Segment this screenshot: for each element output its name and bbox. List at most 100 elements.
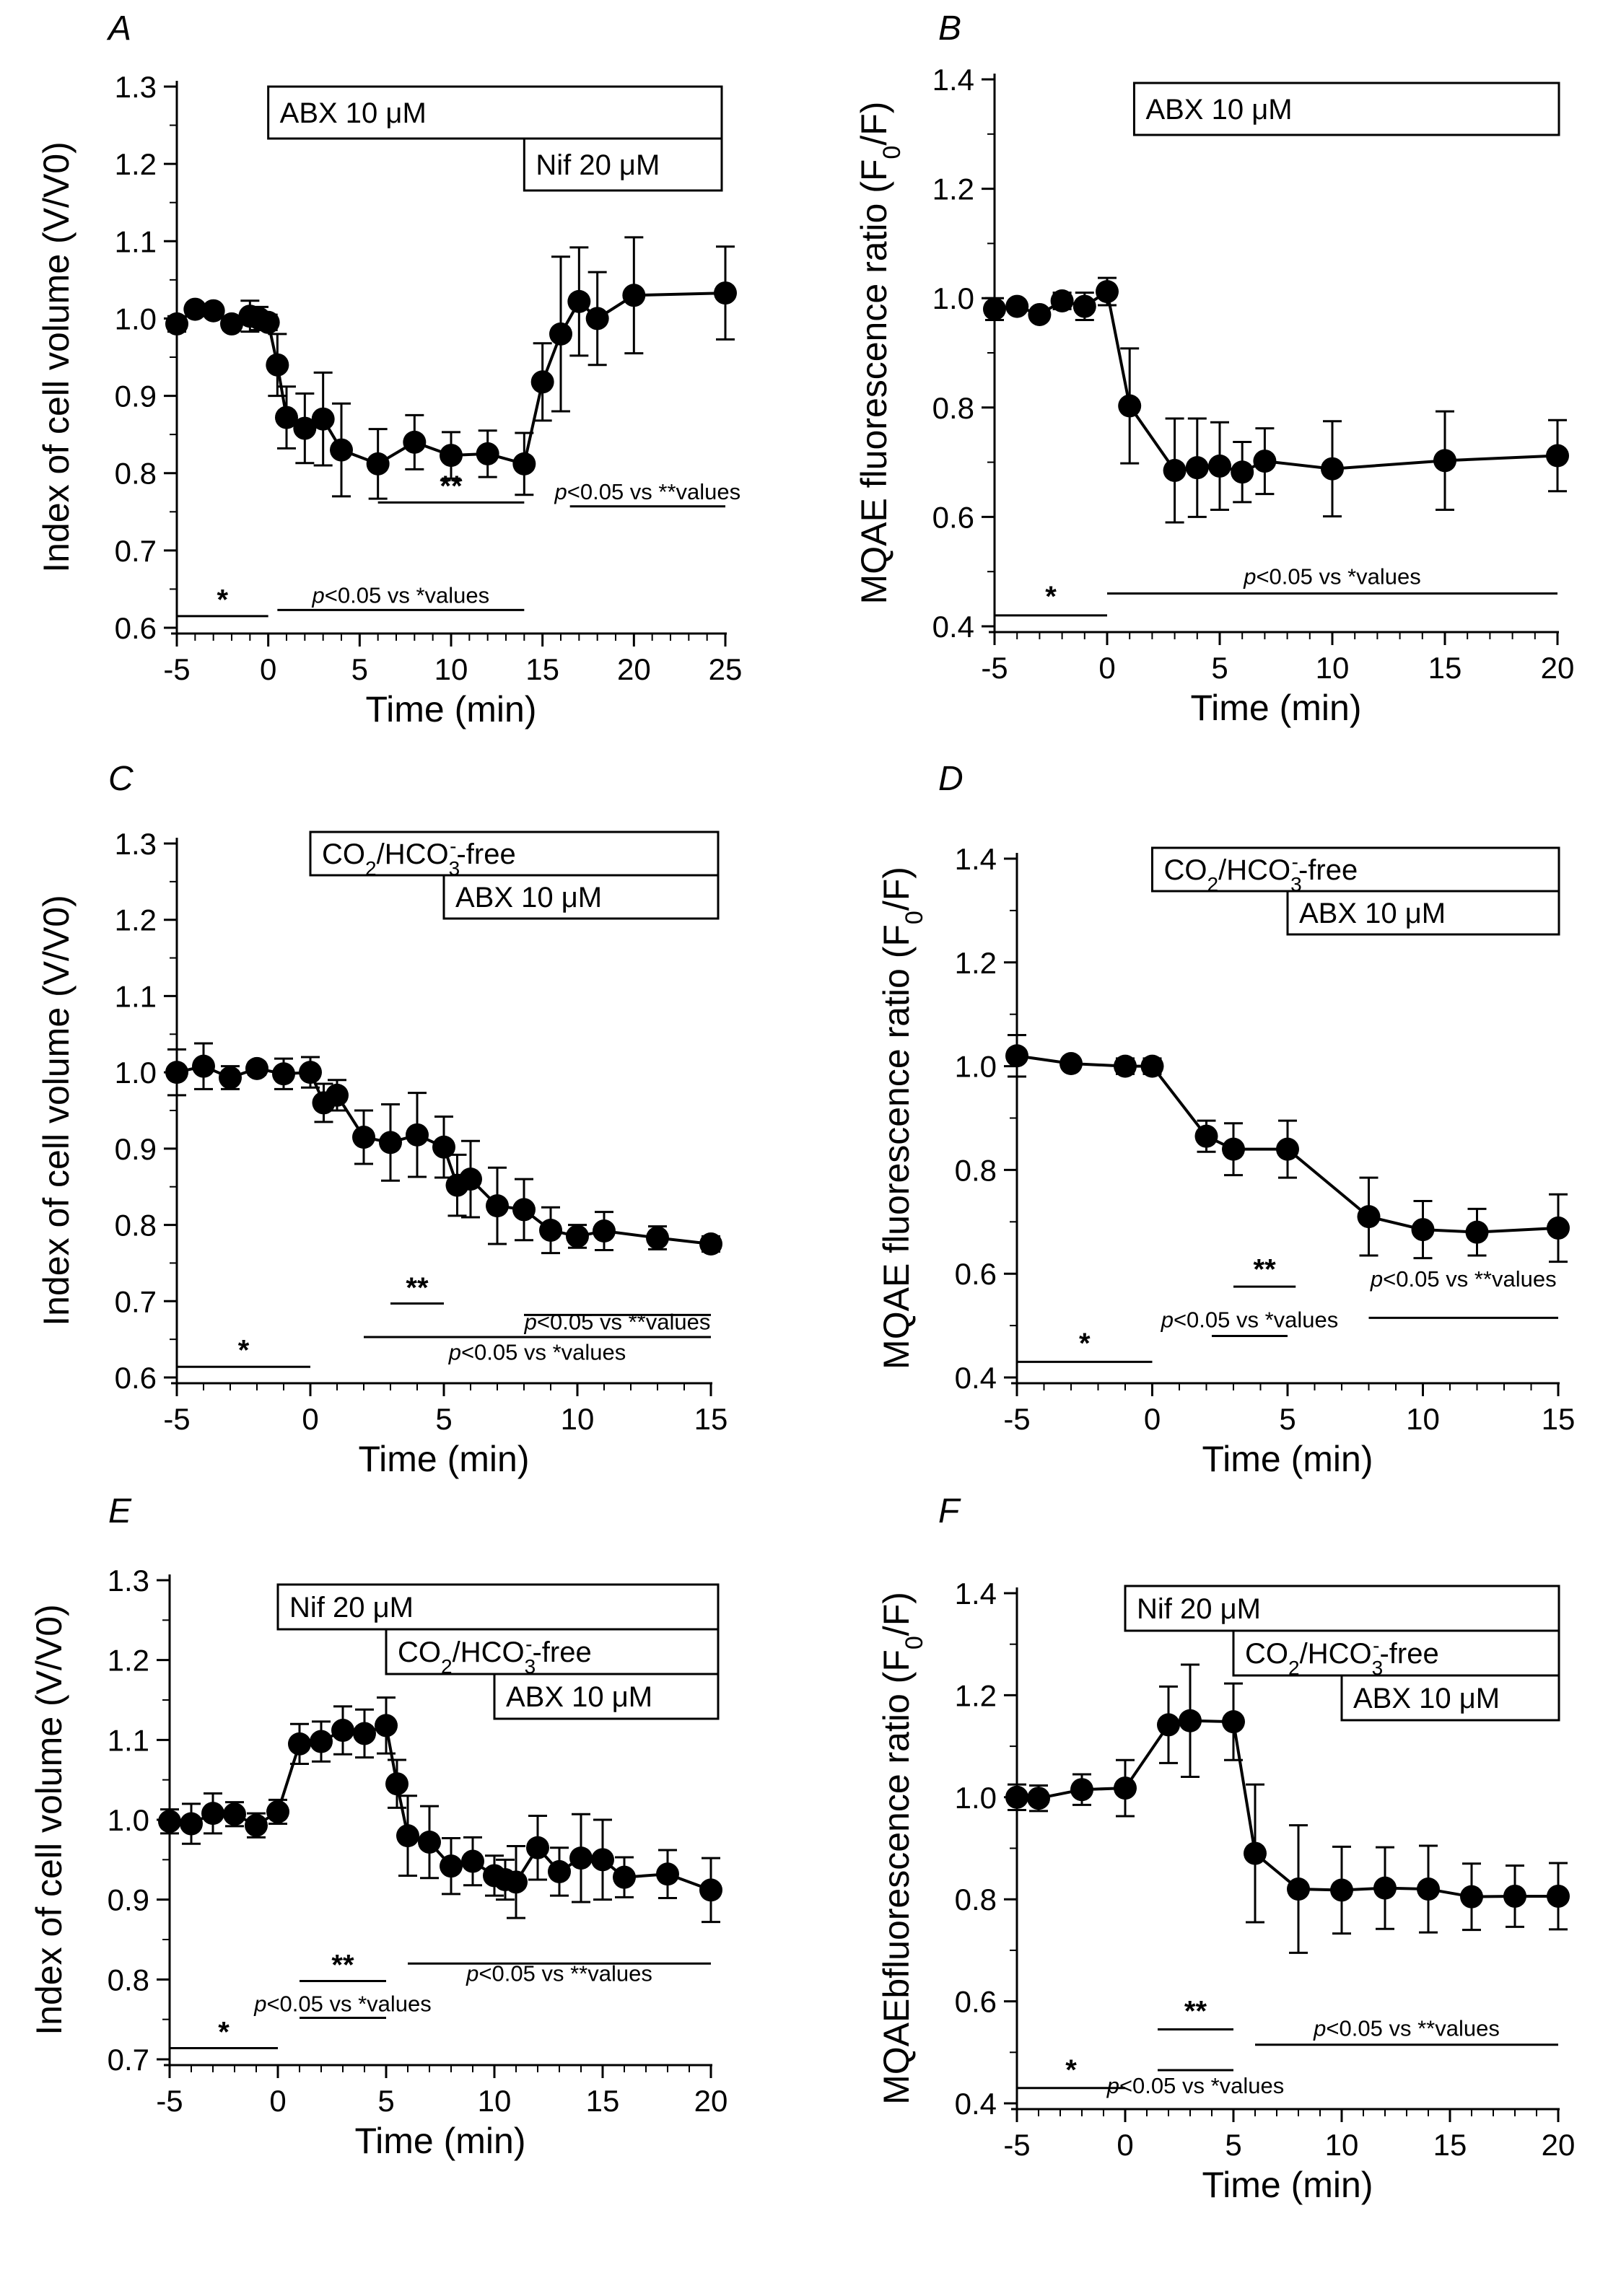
data-point: [192, 1054, 215, 1078]
treatment-label: CO2/HCO3--free: [398, 1633, 592, 1678]
y-tick-label: 1.0: [115, 302, 157, 336]
data-point: [476, 442, 499, 465]
x-axis-label: Time (min): [354, 2121, 525, 2161]
x-tick-label: -5: [1003, 2128, 1030, 2162]
treatment-label: CO2/HCO3--free: [322, 835, 516, 880]
y-tick-label: 1.3: [115, 70, 157, 104]
data-point: [530, 370, 554, 394]
significance-label: p<0.05 vs *values: [312, 583, 490, 608]
y-tick-label: 1.2: [932, 172, 974, 206]
x-tick-label: 15: [1542, 1402, 1576, 1436]
data-point: [396, 1824, 419, 1848]
data-point: [567, 289, 591, 313]
x-tick-label: -5: [163, 1402, 190, 1436]
data-point: [526, 1836, 549, 1859]
y-tick-label: 1.2: [115, 147, 157, 181]
data-point: [459, 1167, 482, 1191]
treatment-label: Nif 20 μM: [1137, 1593, 1261, 1625]
significance-label: p<0.05 vs **values: [554, 479, 741, 504]
y-tick-label: 0.9: [108, 1883, 149, 1917]
treatment-label: ABX 10 μM: [1299, 898, 1446, 929]
data-point: [699, 1232, 722, 1256]
y-tick-label: 1.4: [932, 63, 974, 97]
data-point: [288, 1732, 311, 1756]
series-line: [1016, 1719, 1558, 1898]
y-tick-label: 0.8: [115, 1209, 157, 1243]
x-tick-label: 0: [1144, 1402, 1161, 1436]
significance-label: p<0.05 vs *values: [253, 1992, 432, 2017]
data-point: [461, 1849, 484, 1873]
data-point: [593, 1219, 616, 1243]
data-point: [1096, 280, 1119, 304]
y-tick-label: 1.0: [932, 281, 974, 315]
y-tick-label: 1.2: [955, 946, 997, 980]
data-point: [1321, 457, 1344, 481]
treatment-box: [1132, 82, 1560, 136]
data-point: [183, 297, 207, 321]
significance-label: p<0.05 vs **values: [466, 1961, 652, 1986]
data-point: [1185, 456, 1209, 480]
data-point: [245, 1056, 268, 1080]
x-tick-label: 10: [1406, 1402, 1440, 1436]
x-tick-label: 20: [694, 2084, 728, 2118]
treatment-box: [1151, 846, 1560, 893]
data-point: [1465, 1220, 1489, 1244]
significance-label: p<0.05 vs *values: [1161, 1307, 1339, 1332]
significance-label: p<0.05 vs *values: [1243, 564, 1421, 590]
data-point: [1114, 1054, 1137, 1078]
data-point: [353, 1722, 376, 1745]
panel-a: A 0.6 0.7 0.8 0.9 1.0 1.1 1.2 1.3 -5 0 5 10 15 20 25 Tim…: [36, 9, 742, 729]
data-point: [1417, 1877, 1440, 1901]
treatment-label: CO2/HCO3--free: [1164, 851, 1358, 895]
data-point: [366, 452, 390, 476]
y-axis-label: MQAEbfluorescence ratio (F0/F): [876, 1592, 928, 2105]
data-point: [1357, 1205, 1381, 1229]
panel-c: C 0.6 0.7 0.8 0.9 1.0 1.1 1.2 1.3 -5 0 5 10 15 Time (m…: [36, 760, 728, 1479]
data-point: [1411, 1218, 1435, 1242]
treatment-label: ABX 10 μM: [455, 882, 602, 913]
data-point: [1005, 1785, 1028, 1809]
data-point: [1208, 454, 1231, 478]
data-point: [158, 1810, 181, 1833]
y-tick-label: 0.8: [955, 1883, 997, 1916]
significance-star: *: [1065, 2054, 1077, 2086]
y-tick-label: 0.4: [955, 1361, 997, 1395]
treatment-box: [267, 85, 723, 140]
x-tick-label: 15: [1433, 2128, 1467, 2162]
panel-letter: E: [108, 1492, 132, 1530]
y-tick-label: 0.6: [955, 1257, 997, 1291]
x-tick-label: 0: [1098, 651, 1115, 685]
treatment-box: [523, 137, 723, 192]
y-tick-label: 1.1: [115, 224, 157, 258]
y-axis-label: Index of cell volume (V/V0): [29, 1604, 69, 2036]
data-point: [656, 1862, 679, 1886]
x-tick-label: -5: [156, 2084, 183, 2118]
panel-letter: C: [108, 760, 134, 798]
significance-star: *: [238, 1335, 250, 1367]
treatment-label: Nif 20 μM: [289, 1592, 414, 1624]
y-tick-label: 1.2: [115, 903, 157, 937]
data-point: [1179, 1709, 1202, 1732]
x-tick-label: -5: [981, 651, 1008, 685]
y-tick-label: 1.0: [115, 1056, 157, 1090]
x-tick-label: 10: [478, 2084, 512, 2118]
x-tick-label: 5: [1211, 651, 1228, 685]
y-axis-label: MQAE fluorescence ratio (F0/F): [854, 102, 906, 605]
data-point: [548, 1859, 571, 1883]
x-tick-label: 15: [586, 2084, 620, 2118]
y-tick-label: 0.6: [115, 611, 157, 645]
treatment-box: [1124, 1585, 1560, 1632]
data-point: [714, 281, 737, 305]
data-point: [1244, 1841, 1267, 1865]
significance-star: *: [217, 584, 229, 615]
data-point: [1028, 302, 1052, 326]
x-tick-label: 0: [1117, 2128, 1133, 2162]
treatment-box: [1340, 1674, 1560, 1722]
y-tick-label: 1.0: [108, 1803, 149, 1837]
y-tick-label: 1.0: [955, 1781, 997, 1815]
data-point: [1330, 1878, 1353, 1902]
data-point: [418, 1830, 441, 1854]
data-point: [983, 297, 1006, 321]
data-point: [1194, 1124, 1218, 1148]
